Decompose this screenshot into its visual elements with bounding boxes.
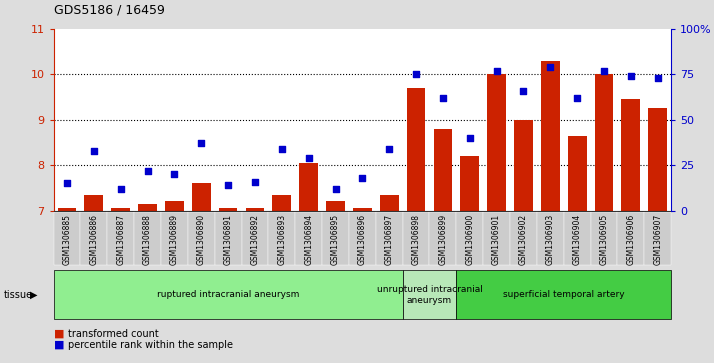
- Bar: [273, 195, 291, 211]
- Point: [625, 73, 637, 79]
- Point: [545, 64, 556, 70]
- Text: GSM1306895: GSM1306895: [331, 214, 340, 265]
- Point: [61, 180, 73, 186]
- Text: GSM1306904: GSM1306904: [573, 214, 582, 265]
- Point: [357, 175, 368, 181]
- Bar: [380, 195, 398, 211]
- Text: ■: ■: [54, 329, 64, 339]
- Text: GSM1306888: GSM1306888: [143, 214, 152, 265]
- Point: [383, 146, 395, 152]
- Bar: [165, 201, 183, 211]
- Text: transformed count: transformed count: [68, 329, 159, 339]
- Text: GSM1306898: GSM1306898: [411, 214, 421, 265]
- Bar: [621, 99, 640, 211]
- Bar: [541, 61, 560, 211]
- Bar: [353, 208, 372, 211]
- Text: GSM1306906: GSM1306906: [626, 214, 635, 265]
- Bar: [648, 109, 667, 211]
- Bar: [299, 163, 318, 211]
- Point: [196, 140, 207, 146]
- Point: [276, 146, 288, 152]
- Text: GSM1306885: GSM1306885: [63, 214, 71, 265]
- Point: [169, 171, 180, 177]
- Text: GSM1306897: GSM1306897: [385, 214, 393, 265]
- Point: [330, 186, 341, 192]
- Text: unruptured intracranial
aneurysm: unruptured intracranial aneurysm: [376, 285, 483, 305]
- Point: [491, 68, 503, 74]
- Bar: [111, 208, 130, 211]
- Bar: [326, 201, 345, 211]
- Bar: [568, 136, 587, 211]
- Point: [222, 182, 233, 188]
- Text: percentile rank within the sample: percentile rank within the sample: [68, 340, 233, 350]
- Text: GSM1306892: GSM1306892: [251, 214, 259, 265]
- Bar: [84, 195, 104, 211]
- Text: ruptured intracranial aneurysm: ruptured intracranial aneurysm: [157, 290, 299, 299]
- Bar: [192, 183, 211, 211]
- Text: GSM1306886: GSM1306886: [89, 214, 99, 265]
- Text: GSM1306889: GSM1306889: [170, 214, 179, 265]
- Point: [303, 155, 314, 161]
- Point: [598, 68, 610, 74]
- Bar: [461, 156, 479, 211]
- Point: [411, 72, 422, 77]
- Point: [115, 186, 126, 192]
- Text: GSM1306894: GSM1306894: [304, 214, 313, 265]
- Text: GSM1306905: GSM1306905: [600, 214, 608, 265]
- Text: GSM1306907: GSM1306907: [653, 214, 662, 265]
- Text: GSM1306903: GSM1306903: [545, 214, 555, 265]
- Bar: [407, 88, 426, 211]
- Text: GSM1306890: GSM1306890: [197, 214, 206, 265]
- Point: [142, 168, 154, 174]
- Point: [249, 179, 261, 184]
- Text: GSM1306893: GSM1306893: [277, 214, 286, 265]
- Bar: [246, 208, 264, 211]
- Text: GSM1306891: GSM1306891: [223, 214, 233, 265]
- Point: [652, 75, 663, 81]
- Bar: [433, 129, 452, 211]
- Text: GSM1306899: GSM1306899: [438, 214, 448, 265]
- Text: ■: ■: [54, 340, 64, 350]
- Bar: [218, 208, 238, 211]
- Bar: [58, 208, 76, 211]
- Bar: [595, 74, 613, 211]
- Point: [464, 135, 476, 141]
- Point: [518, 88, 529, 94]
- Text: GDS5186 / 16459: GDS5186 / 16459: [54, 4, 164, 17]
- Bar: [487, 74, 506, 211]
- Text: GSM1306900: GSM1306900: [466, 214, 474, 265]
- Text: GSM1306901: GSM1306901: [492, 214, 501, 265]
- Bar: [514, 120, 533, 211]
- Bar: [138, 204, 157, 211]
- Point: [571, 95, 583, 101]
- Text: ▶: ▶: [30, 290, 38, 300]
- Text: GSM1306896: GSM1306896: [358, 214, 367, 265]
- Text: superficial temporal artery: superficial temporal artery: [503, 290, 625, 299]
- Text: GSM1306902: GSM1306902: [519, 214, 528, 265]
- Point: [88, 148, 99, 154]
- Text: GSM1306887: GSM1306887: [116, 214, 125, 265]
- Point: [437, 95, 448, 101]
- Text: tissue: tissue: [4, 290, 33, 300]
